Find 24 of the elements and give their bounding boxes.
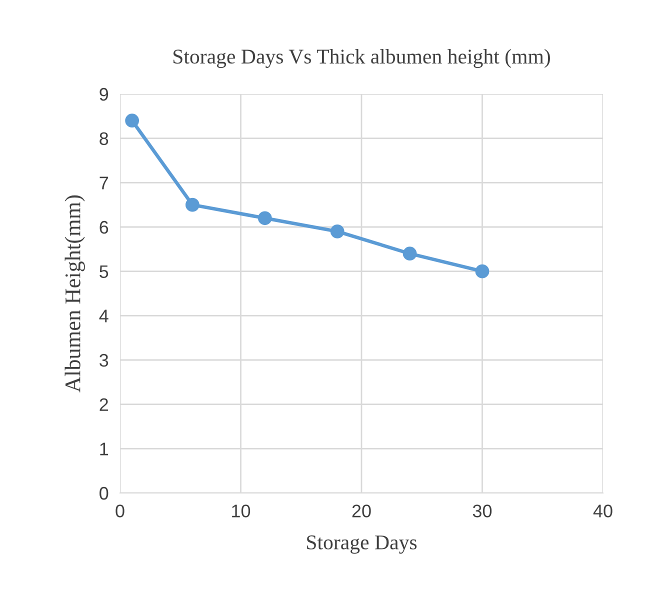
- y-tick-label: 9: [100, 88, 108, 101]
- y-axis-title: Albumen Height(mm): [64, 195, 85, 392]
- y-tick-label: 5: [100, 265, 108, 278]
- y-tick-label: 2: [100, 398, 108, 411]
- point: [186, 198, 200, 212]
- y-tick-label: 1: [100, 442, 108, 456]
- point: [475, 264, 490, 278]
- y-tick-label: 3: [100, 354, 108, 367]
- x-tick-label: 20: [352, 504, 371, 518]
- y-tick-label: 7: [100, 176, 108, 190]
- x-tick-label: 0: [116, 504, 124, 518]
- y-tick-label: 8: [100, 132, 108, 146]
- y-tick-label: 6: [100, 220, 108, 234]
- y-tick-label: 4: [99, 310, 108, 322]
- point: [402, 246, 417, 261]
- chart-title: Storage Days Vs Thick albumen height (mm): [173, 48, 550, 68]
- x-tick-label: 40: [593, 504, 612, 518]
- y-tick-label: 0: [100, 486, 108, 500]
- x-tick-label: 10: [232, 504, 250, 518]
- point: [258, 211, 272, 226]
- x-axis-title: Storage Days: [307, 535, 417, 554]
- x-tick-label: 30: [472, 504, 492, 518]
- point: [125, 114, 140, 128]
- point: [330, 224, 344, 238]
